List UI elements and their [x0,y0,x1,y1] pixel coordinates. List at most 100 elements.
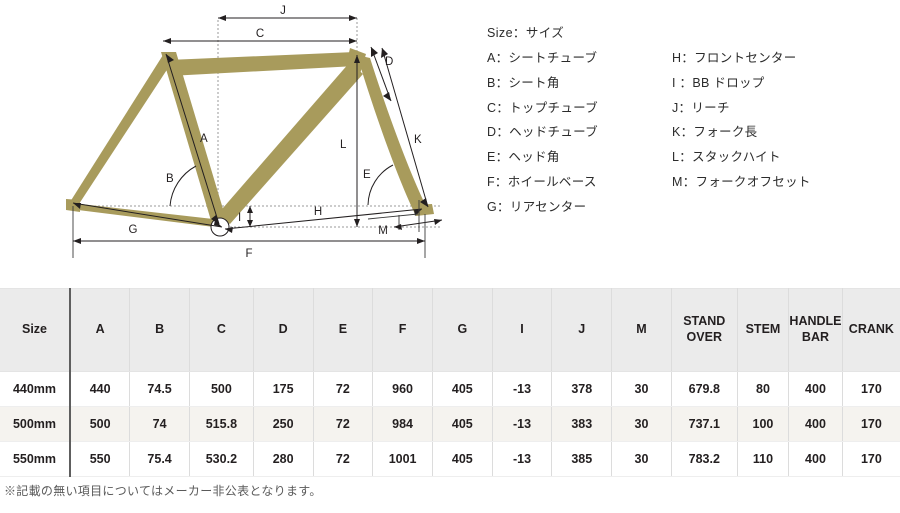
cell-m: 30 [611,371,672,407]
dim-label-f: F [245,248,252,260]
cell-b: 74.5 [129,371,190,407]
dim-label-j: J [280,5,286,17]
dim-label-k: K [414,134,422,146]
cell-size: 500mm [0,406,72,442]
cell-b: 74 [129,406,190,442]
cell-j: 378 [551,371,613,407]
cell-j: 385 [551,441,613,477]
cell-j: 383 [551,406,613,442]
dim-arrow-c-right [349,38,357,44]
cell-crank: 170 [842,441,900,477]
cell-stand-over: 737.1 [671,406,738,442]
table-row: 500mm 500 74 515.8 250 72 984 405 -13 38… [0,406,900,442]
cell-stem: 100 [737,406,790,442]
seat-stay [70,55,172,207]
dim-arrow-a-top [166,54,174,63]
legend-item-h: H：フロントセンター [672,51,797,65]
dim-label-c: C [256,28,264,40]
legend-item-c: C：トップチューブ [487,100,598,115]
header-size: Size [0,288,72,372]
header-crank: CRANK [842,288,900,372]
dim-arrow-g-right [214,220,222,227]
dim-arrow-l-bottom [354,219,360,227]
legend-item-d: D：ヘッドチューブ [487,125,598,140]
top-tube [168,52,356,76]
cell-a: 500 [70,406,131,442]
legend-item-m: M：フォークオフセット [672,174,811,189]
dim-arrow-m-left [394,224,402,230]
dim-label-b: B [166,173,174,185]
dim-label-l: L [340,139,347,151]
dim-arrow-j-left [218,15,226,21]
diagram-and-legend-area: J C A B D E K [0,0,887,288]
frame-geometry-diagram: J C A B D E K [0,0,470,288]
table-row: 440mm 440 74.5 500 175 72 960 405 -13 37… [0,371,900,407]
dim-arrow-g-left [73,203,81,209]
header-stand-over: STAND OVER [671,288,738,372]
legend-item-a: A：シートチューブ [487,51,598,65]
geometry-table-wrap: Size A B C D E F G I J M STAND OVER STEM… [0,288,900,477]
cell-stem: 80 [737,371,790,407]
cell-e: 72 [313,406,374,442]
header-stem: STEM [737,288,790,372]
header-b: B [129,288,190,372]
dim-line-m [393,219,443,228]
cell-f: 1001 [372,441,433,477]
legend-item-f: F：ホイールベース [487,174,597,189]
cell-c: 500 [189,371,254,407]
legend-item-l: L：スタックハイト [672,150,781,164]
cell-f: 984 [372,406,433,442]
cell-stand-over: 679.8 [671,371,738,407]
down-tube [216,62,363,224]
header-c: C [189,288,254,372]
dim-arrow-a-bottom [211,215,219,224]
legend-item-spacer [672,201,887,215]
rear-dropout [66,199,80,212]
legend-item-j: J：リーチ [672,100,730,115]
cell-g: 405 [432,406,493,442]
legend-item-b: B：シート角 [487,75,560,90]
legend-item-e: E：ヘッド角 [487,150,560,164]
cell-handle-bar: 400 [788,406,843,442]
table-row: 550mm 550 75.4 530.2 280 72 1001 405 -13… [0,441,900,477]
cell-size: 440mm [0,371,72,407]
cell-crank: 170 [842,371,900,407]
dim-arc-e [367,164,394,206]
cell-m: 30 [611,406,672,442]
dim-line-d [370,46,392,102]
cell-stem: 110 [737,441,790,477]
dim-arrow-k-bottom [420,198,428,207]
cell-crank: 170 [842,406,900,442]
header-e: E [313,288,374,372]
header-d: D [253,288,314,372]
legend-item-k: K：フォーク長 [672,125,758,140]
cell-handle-bar: 400 [788,371,843,407]
header-g: G [432,288,493,372]
dim-arrow-i-bottom [247,220,253,227]
legend: Size：サイズ A：シートチューブ H：フロントセンター B：シート角 I ：… [487,22,887,214]
dim-line-a [165,53,220,225]
dim-arrow-d-bottom [383,92,391,101]
cell-stand-over: 783.2 [671,441,738,477]
dim-arrow-c-left [163,38,171,44]
cell-f: 960 [372,371,433,407]
header-a: A [70,288,131,372]
header-m: M [611,288,672,372]
footnote: ※記載の無い項目についてはメーカー非公表となります。 [4,484,322,498]
fork-blade [357,55,427,214]
cell-e: 72 [313,441,374,477]
legend-grid: A：シートチューブ H：フロントセンター B：シート角 I ：BB ドロップ C… [487,51,887,215]
cell-m: 30 [611,441,672,477]
dim-line-h [224,208,423,230]
dim-arrow-k-top [381,48,388,58]
dim-arrow-l-top [354,55,360,63]
table-header-row: Size A B C D E F G I J M STAND OVER STEM… [0,288,900,372]
dim-arrow-f-left [73,238,81,244]
dim-arc-b [169,165,197,207]
dim-arrow-d-top [371,47,378,57]
legend-title: Size：サイズ [487,26,565,40]
dim-arrow-i-top [247,206,253,213]
header-f: F [372,288,433,372]
geometry-table: Size A B C D E F G I J M STAND OVER STEM… [0,288,900,477]
cell-c: 515.8 [189,406,254,442]
